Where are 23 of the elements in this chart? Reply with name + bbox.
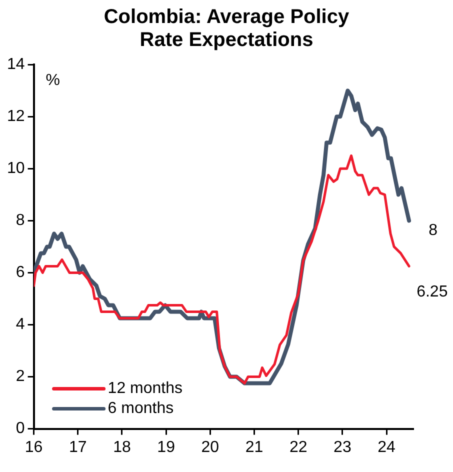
chart-title: Colombia: Average Policy Rate Expectations (102, 6, 350, 52)
y-tick-label: 8 (16, 212, 25, 230)
y-tick-label: 4 (16, 316, 25, 334)
y-axis-title: % (46, 72, 60, 90)
legend-label: 12 months (108, 380, 183, 398)
y-tick-label: 2 (16, 368, 25, 386)
y-tick-label: 6 (16, 264, 25, 282)
x-tick-label: 19 (157, 438, 176, 456)
x-tick-label: 18 (113, 438, 131, 456)
x-tick-label: 23 (334, 438, 352, 456)
x-tick-label: 21 (245, 438, 264, 456)
x-tick-label: 24 (378, 438, 396, 456)
y-tick-label: 0 (16, 420, 25, 438)
x-tick-label: 16 (24, 438, 43, 456)
y-tick-label: 14 (7, 56, 25, 74)
legend-label: 6 months (108, 400, 174, 418)
annotation: 6.25 (416, 284, 448, 301)
annotation: 8 (428, 222, 438, 240)
y-tick-label: 10 (7, 160, 25, 178)
y-tick-label: 12 (7, 108, 25, 126)
x-tick-label: 22 (289, 438, 308, 456)
x-tick-label: 17 (68, 438, 87, 456)
x-tick-label: 20 (201, 438, 220, 456)
